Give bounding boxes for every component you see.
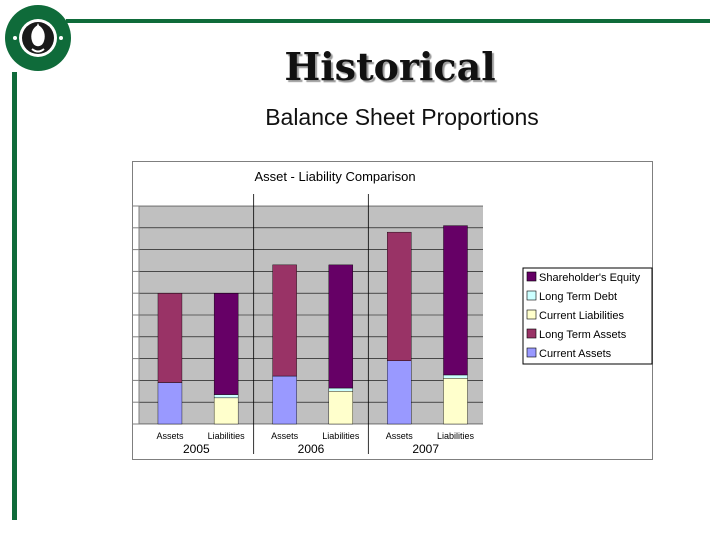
- bar-current-liabilities-6: [443, 378, 468, 425]
- starbucks-logo: [5, 5, 71, 71]
- legend-label-1: Shareholder's Equity: [539, 272, 641, 284]
- bar-label-assets: Assets: [386, 431, 414, 441]
- legend-swatch-2: [526, 290, 537, 301]
- bar-current-liabilities-4: [328, 391, 354, 425]
- group-label-2006: 2006: [298, 442, 325, 456]
- bar-shareholder-s-equity-2: [213, 292, 239, 395]
- bar-label-assets: Assets: [156, 431, 184, 441]
- legend-label-4: Long Term Assets: [539, 329, 627, 341]
- slide-title: Historical: [284, 44, 496, 89]
- bar-label-liabilities: Liabilities: [208, 431, 246, 441]
- legend-label-3: Current Liabilities: [539, 310, 624, 322]
- bar-shareholder-s-equity-4: [328, 264, 354, 389]
- legend-swatch-4: [526, 328, 537, 339]
- bar-long-term-assets-1: [157, 292, 183, 383]
- bar-label-liabilities: Liabilities: [322, 431, 360, 441]
- bar-current-assets-1: [157, 382, 183, 425]
- bar-current-assets-3: [272, 375, 297, 425]
- asset-liability-chart: Asset - Liability Comparison Assets Liabil…: [133, 169, 653, 456]
- bar-label-assets: Assets: [271, 431, 299, 441]
- bar-long-term-assets-3: [272, 264, 297, 377]
- legend-swatch-1: [526, 271, 537, 282]
- bar-current-liabilities-2: [213, 397, 239, 425]
- legend-label-5: Current Assets: [539, 348, 612, 360]
- chart-title: Asset - Liability Comparison: [254, 169, 415, 184]
- bar-current-assets-5: [387, 360, 412, 425]
- group-label-2007: 2007: [412, 442, 439, 456]
- chart-frame: Asset - Liability Comparison Assets Liabil…: [132, 161, 653, 460]
- group-label-2005: 2005: [183, 442, 210, 456]
- legend-swatch-3: [526, 309, 537, 320]
- left-accent-rule: [12, 72, 17, 520]
- legend-box: [522, 267, 653, 365]
- bar-shareholder-s-equity-6: [443, 225, 468, 376]
- bar-long-term-assets-5: [387, 231, 412, 361]
- bar-label-liabilities: Liabilities: [437, 431, 475, 441]
- top-accent-rule: [66, 19, 710, 23]
- bar-long-term-debt-6: [443, 374, 468, 379]
- slide-subtitle: Balance Sheet Proportions: [265, 104, 539, 130]
- legend-swatch-5: [526, 347, 537, 358]
- legend-label-2: Long Term Debt: [539, 291, 617, 303]
- bar-long-term-debt-2: [213, 394, 239, 399]
- bar-long-term-debt-4: [328, 387, 354, 392]
